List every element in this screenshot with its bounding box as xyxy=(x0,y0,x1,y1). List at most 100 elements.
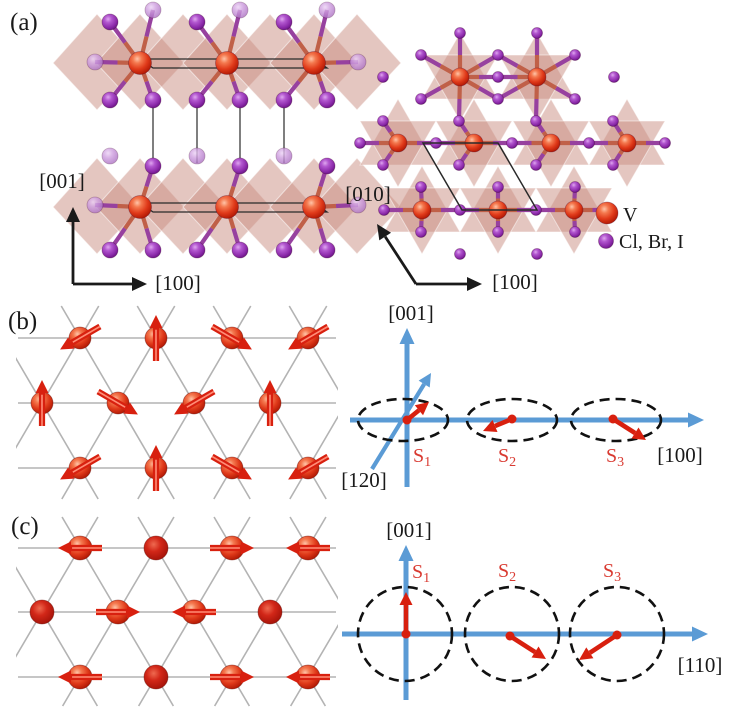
legend-v-sphere xyxy=(595,201,619,225)
halide-atom xyxy=(607,159,619,171)
octahedron-star xyxy=(512,120,590,189)
v-atom xyxy=(412,200,432,220)
halide-atom-back xyxy=(86,196,104,214)
b-spin1-symbol: S xyxy=(413,445,424,467)
v-atom xyxy=(302,51,326,75)
v-atom xyxy=(450,67,470,87)
spin-arrow-head xyxy=(60,337,75,350)
halide-atom xyxy=(492,49,504,61)
halide-atom xyxy=(415,226,427,238)
halide-atom xyxy=(144,157,162,175)
axis-diagonal-head xyxy=(418,373,431,388)
halide-atom xyxy=(188,13,206,31)
panel-c-spin-lattice xyxy=(16,516,338,707)
b-axis-100-label: [100] xyxy=(657,443,703,467)
halide-atom xyxy=(492,71,504,83)
panel-a-label: (a) xyxy=(10,9,38,36)
spin-arrow-highlight xyxy=(186,390,215,408)
a-top-axis-010-arrow-head xyxy=(377,224,392,241)
spin-orbit-ellipse xyxy=(356,397,450,443)
halide-atom xyxy=(101,91,119,109)
halide-atom xyxy=(492,226,504,238)
spin-arrow-highlight xyxy=(72,455,101,473)
a-top-axis-100-arrow-head xyxy=(467,277,482,291)
spin-vector-head xyxy=(579,647,594,660)
halide-atom-back xyxy=(349,53,367,71)
v-atom xyxy=(388,133,408,153)
halide-atom-back xyxy=(318,1,336,19)
spin-arrow-head xyxy=(237,337,252,350)
spin-orbit-circle xyxy=(463,585,561,683)
c-spin2-symbol: S xyxy=(498,560,509,582)
halide-atom xyxy=(231,91,249,109)
v-atom xyxy=(541,133,561,153)
spin-vector-shaft xyxy=(494,416,513,429)
magnetic-atom-out-of-plane xyxy=(29,599,55,625)
spin-vector-head xyxy=(631,427,646,440)
spin-arrow-highlight xyxy=(211,455,240,473)
spin-vector-head xyxy=(531,646,546,659)
spin-arrow-head xyxy=(241,670,254,684)
spin-vector-head xyxy=(414,402,429,416)
halide-atom xyxy=(101,13,119,31)
halide-atom xyxy=(231,157,249,175)
axis-horizontal-head xyxy=(692,626,708,642)
v-atom xyxy=(215,51,239,75)
panel-a-axes xyxy=(66,207,482,291)
spin-vector-shaft xyxy=(611,417,637,435)
spin-vector-head xyxy=(399,592,413,605)
spin-arrow-highlight xyxy=(300,455,329,473)
halide-atom xyxy=(530,159,542,171)
halide-atom xyxy=(531,248,543,260)
v-atom xyxy=(128,195,152,219)
legend-v-label: V xyxy=(623,204,638,226)
halide-atom xyxy=(377,115,389,127)
c-spin3-symbol: S xyxy=(603,560,614,582)
halide-atom-back xyxy=(144,1,162,19)
halide-atom xyxy=(275,13,293,31)
octahedron-star xyxy=(435,120,513,189)
panel-b-spin-diagram xyxy=(350,328,704,487)
a-top-axis-100-label: [100] xyxy=(492,270,538,294)
v-atom xyxy=(527,67,547,87)
spin-arrow-head xyxy=(286,670,299,684)
spin-arrow-head xyxy=(174,402,189,415)
v-atom xyxy=(215,195,239,219)
halide-atom xyxy=(583,137,595,149)
legend-symbols xyxy=(595,201,619,249)
unit-cell-outline xyxy=(421,142,539,211)
halide-atom xyxy=(101,241,119,259)
halide-atom xyxy=(506,137,518,149)
magnetic-atom-out-of-plane xyxy=(257,599,283,625)
halide-atom xyxy=(569,226,581,238)
panel-a-side-structure xyxy=(52,1,402,259)
halide-atom xyxy=(492,181,504,193)
spin-arrow-head xyxy=(237,467,252,480)
halide-atom xyxy=(454,27,466,39)
spin-arrow-head xyxy=(263,380,277,393)
v-atom xyxy=(128,51,152,75)
b-spin1-label: S1 xyxy=(413,445,431,470)
halide-atom xyxy=(530,115,542,127)
halide-atom-back xyxy=(349,196,367,214)
halide-atom xyxy=(453,159,465,171)
v-atom xyxy=(617,133,637,153)
panel-a-top-structure xyxy=(354,27,671,260)
legend-halide-sphere xyxy=(598,233,614,249)
c-spin3-label: S3 xyxy=(603,560,621,585)
halide-atom xyxy=(608,71,620,83)
spin-vector-shaft xyxy=(405,408,421,422)
halide-atom-back xyxy=(101,147,119,165)
halide-atom xyxy=(188,91,206,109)
spin-arrow-head xyxy=(241,541,254,555)
halide-atom xyxy=(659,137,671,149)
panel-c-label: (c) xyxy=(11,513,39,540)
spin-orbit-circle xyxy=(568,585,666,683)
spin-arrow-head xyxy=(58,670,71,684)
c-axis-110-label: [110] xyxy=(678,653,723,677)
a-top-axis-010-arrow-shaft xyxy=(384,235,418,285)
axis-vertical-head xyxy=(399,328,415,344)
b-axis-001-label: [001] xyxy=(388,301,434,325)
